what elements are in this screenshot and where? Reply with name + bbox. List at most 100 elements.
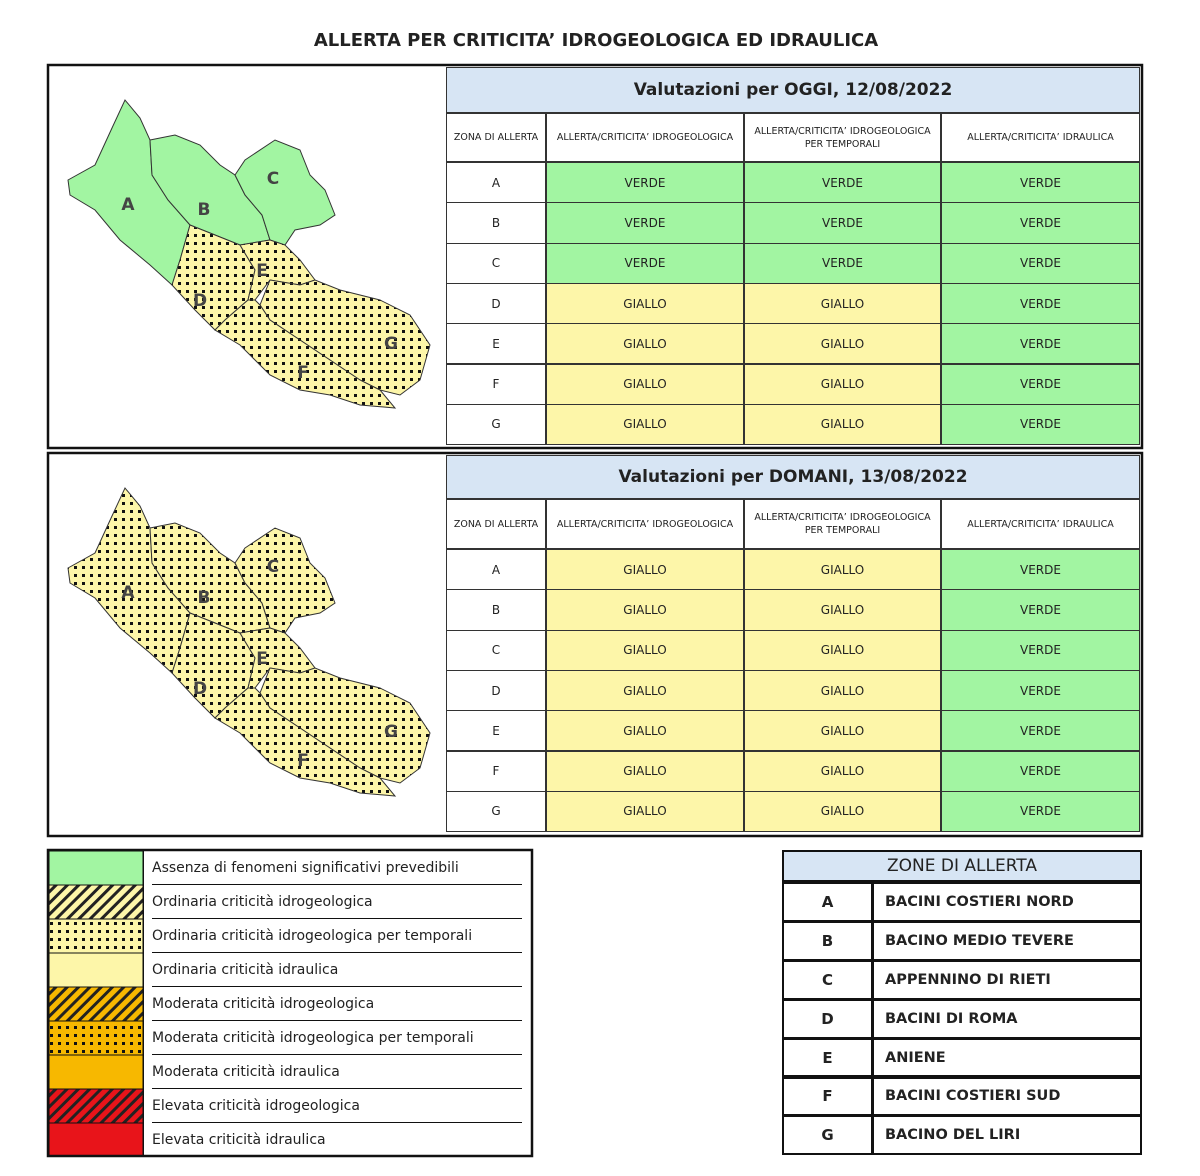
level-cell: GIALLO — [546, 790, 744, 833]
level-cell: GIALLO — [546, 710, 744, 752]
page-title: ALLERTA PER CRITICITA’ IDROGEOLOGICA ED … — [313, 30, 879, 51]
zone-cell: A — [446, 162, 546, 204]
zone-cell: D — [446, 282, 546, 325]
map-zone-label: B — [198, 200, 211, 220]
level-cell: VERDE — [744, 242, 941, 284]
map-zone-label: C — [267, 169, 279, 189]
level-cell: GIALLO — [744, 323, 941, 365]
map-zone-label: D — [193, 291, 207, 311]
level-cell: VERDE — [744, 202, 941, 244]
level-cell: VERDE — [941, 790, 1140, 833]
map-tomorrow — [67, 487, 431, 797]
level-cell: VERDE — [941, 549, 1140, 591]
level-cell: VERDE — [941, 162, 1140, 204]
zone-letter: C — [782, 959, 873, 1000]
panel-heading: Valutazioni per OGGI, 12/08/2022 — [446, 67, 1140, 113]
zone-name: ANIENE — [872, 1037, 1142, 1078]
level-cell: GIALLO — [546, 750, 744, 792]
column-header: ALLERTA/CRITICITA’ IDROGEOLOGICA — [546, 499, 744, 549]
map-zone-label: G — [384, 722, 398, 742]
map-zone-label: G — [384, 334, 398, 354]
level-cell: VERDE — [941, 202, 1140, 244]
level-cell: VERDE — [941, 750, 1140, 792]
legend-label: Moderata criticità idrogeologica — [152, 987, 522, 1021]
zone-cell: C — [446, 242, 546, 284]
level-cell: GIALLO — [744, 589, 941, 631]
level-cell: VERDE — [546, 162, 744, 204]
level-cell: VERDE — [941, 629, 1140, 671]
legend-swatches — [48, 850, 144, 1157]
level-cell: VERDE — [546, 242, 744, 284]
map-zone-label: D — [193, 679, 207, 699]
map-zone-label: C — [267, 557, 279, 577]
legend-label: Moderata criticità idrogeologica per tem… — [152, 1021, 522, 1055]
zone-cell: D — [446, 669, 546, 712]
zone-letter: G — [782, 1115, 873, 1156]
legend-label: Ordinaria criticità idrogeologica — [152, 885, 522, 919]
level-cell: VERDE — [941, 282, 1140, 325]
level-cell: VERDE — [941, 323, 1140, 365]
level-cell: GIALLO — [546, 669, 744, 712]
zone-letter: B — [782, 920, 873, 961]
level-cell: GIALLO — [546, 589, 744, 631]
zone-letter: F — [782, 1076, 873, 1117]
zone-letter: D — [782, 998, 873, 1039]
column-header: ALLERTA/CRITICITA’ IDRAULICA — [941, 113, 1140, 162]
legend-label: Moderata criticità idraulica — [152, 1055, 522, 1089]
zones-title: ZONE DI ALLERTA — [782, 850, 1142, 882]
zone-name: BACINO DEL LIRI — [872, 1115, 1142, 1156]
level-cell: VERDE — [546, 202, 744, 244]
level-cell: GIALLO — [546, 282, 744, 325]
level-cell: VERDE — [941, 403, 1140, 446]
map-zone-label: E — [256, 261, 268, 281]
level-cell: GIALLO — [744, 750, 941, 792]
level-cell: GIALLO — [744, 282, 941, 325]
map-today — [67, 99, 431, 409]
level-cell: GIALLO — [744, 363, 941, 405]
legend-frame — [46, 848, 534, 1158]
level-cell: GIALLO — [744, 629, 941, 671]
column-header: ALLERTA/CRITICITA’ IDRAULICA — [941, 499, 1140, 549]
zone-cell: C — [446, 629, 546, 671]
map-zone-label: A — [121, 195, 135, 215]
level-cell: GIALLO — [546, 549, 744, 591]
zone-cell: F — [446, 363, 546, 405]
legend-label: Ordinaria criticità idrogeologica per te… — [152, 919, 522, 953]
level-cell: VERDE — [744, 162, 941, 204]
map-zone-label: F — [297, 751, 309, 771]
level-cell: GIALLO — [546, 403, 744, 446]
zone-cell: G — [446, 790, 546, 833]
level-cell: GIALLO — [744, 710, 941, 752]
level-cell: GIALLO — [744, 403, 941, 446]
legend-label: Elevata criticità idrogeologica — [152, 1089, 522, 1123]
map-zone-label: F — [297, 363, 309, 383]
level-cell: GIALLO — [546, 363, 744, 405]
column-header: ZONA DI ALLERTA — [446, 499, 546, 549]
legend-label: Elevata criticità idraulica — [152, 1132, 326, 1148]
zone-cell: E — [446, 323, 546, 365]
column-header: ALLERTA/CRITICITA’ IDROGEOLOGICA — [546, 113, 744, 162]
zone-name: BACINI COSTIERI SUD — [872, 1076, 1142, 1117]
legend-divider — [143, 851, 144, 1156]
zone-letter: A — [782, 882, 873, 922]
column-header: ALLERTA/CRITICITA’ IDROGEOLOGICA PER TEM… — [744, 499, 941, 549]
level-cell: VERDE — [941, 669, 1140, 712]
level-cell: GIALLO — [546, 629, 744, 671]
zone-name: BACINI COSTIERI NORD — [872, 882, 1142, 922]
level-cell: VERDE — [941, 589, 1140, 631]
map-zone-label: B — [198, 588, 211, 608]
level-cell: VERDE — [941, 363, 1140, 405]
map-zone-label: E — [256, 649, 268, 669]
level-cell: GIALLO — [546, 323, 744, 365]
zone-cell: B — [446, 589, 546, 631]
zone-letter: E — [782, 1037, 873, 1078]
legend-label: Assenza di fenomeni significativi preved… — [152, 851, 522, 885]
level-cell: GIALLO — [744, 790, 941, 833]
level-cell: VERDE — [941, 242, 1140, 284]
map-zone-label: A — [121, 583, 135, 603]
column-header: ZONA DI ALLERTA — [446, 113, 546, 162]
zone-cell: F — [446, 750, 546, 792]
